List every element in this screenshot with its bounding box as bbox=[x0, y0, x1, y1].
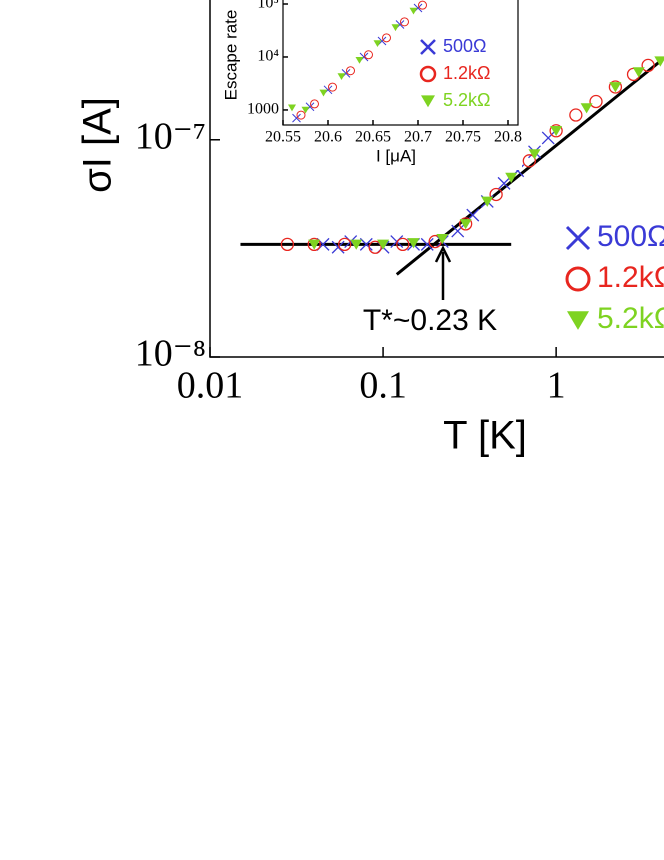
legend-label: 5.2kΩ bbox=[443, 90, 490, 110]
marker-circle bbox=[489, 187, 503, 202]
marker-x bbox=[497, 176, 511, 190]
x-tick-label: 20.75 bbox=[445, 129, 481, 146]
x-tick-label: 20.6 bbox=[314, 129, 342, 146]
legend-label: 500Ω bbox=[443, 36, 487, 56]
marker-triangle bbox=[350, 239, 363, 250]
y-tick-label: 10⁻⁸ bbox=[135, 333, 206, 375]
marker-triangle bbox=[319, 89, 328, 97]
marker-triangle bbox=[505, 172, 518, 183]
marker-circle bbox=[549, 124, 563, 138]
marker-x bbox=[292, 113, 301, 123]
x-tick-label: 1 bbox=[547, 365, 566, 407]
marker-circle bbox=[296, 110, 306, 120]
marker-x bbox=[420, 237, 434, 251]
x-axis-label: T [K] bbox=[443, 414, 527, 458]
x-tick-label: 0.1 bbox=[359, 365, 407, 407]
marker-x bbox=[420, 39, 436, 55]
marker-circle bbox=[310, 99, 319, 109]
marker-circle bbox=[382, 33, 391, 43]
marker-circle bbox=[608, 80, 623, 94]
inset-background bbox=[220, 0, 522, 170]
marker-triangle bbox=[288, 104, 296, 112]
marker-triangle bbox=[377, 239, 390, 250]
marker-triangle bbox=[301, 106, 310, 114]
marker-triangle bbox=[481, 196, 494, 207]
marker-triangle bbox=[308, 239, 321, 250]
legend-label: 500Ω bbox=[597, 220, 664, 253]
y-tick-label: 10⁴ bbox=[257, 48, 279, 65]
marker-triangle bbox=[550, 125, 563, 137]
marker-circle bbox=[565, 266, 591, 292]
marker-triangle bbox=[609, 82, 622, 93]
marker-x bbox=[451, 224, 465, 238]
marker-triangle bbox=[407, 238, 420, 249]
marker-triangle bbox=[528, 149, 541, 160]
annotation-arrowhead bbox=[434, 245, 452, 263]
y-axis-label: σI [A] bbox=[76, 97, 120, 193]
marker-triangle bbox=[409, 7, 418, 15]
x-tick-label: 0.01 bbox=[177, 365, 244, 407]
marker-circle bbox=[364, 50, 373, 60]
marker-triangle bbox=[355, 56, 364, 64]
main-frame bbox=[209, 0, 664, 358]
annotation: T*~0.23 K bbox=[363, 304, 497, 337]
marker-triangle bbox=[337, 73, 346, 80]
marker-circle bbox=[400, 17, 409, 27]
legend-label: 1.2kΩ bbox=[597, 261, 664, 294]
x-tick-label: 20.7 bbox=[404, 129, 432, 146]
marker-triangle bbox=[459, 219, 472, 230]
marker-x bbox=[541, 131, 555, 145]
marker-triangle bbox=[580, 103, 593, 114]
y-tick-label: 10⁵ bbox=[257, 0, 279, 12]
marker-x bbox=[331, 240, 345, 254]
marker-x bbox=[565, 225, 591, 251]
marker-triangle bbox=[654, 56, 664, 67]
marker-circle bbox=[418, 0, 427, 10]
legend-label: 5.2kΩ bbox=[597, 302, 664, 335]
marker-circle bbox=[328, 82, 337, 92]
marker-triangle bbox=[391, 24, 400, 32]
marker-circle bbox=[346, 66, 355, 76]
marker-circle bbox=[280, 237, 295, 252]
marker-circle bbox=[522, 154, 536, 168]
y-tick-label: 1000 bbox=[247, 101, 279, 118]
marker-circle bbox=[419, 65, 437, 83]
marker-triangle bbox=[632, 67, 645, 78]
marker-circle bbox=[589, 94, 603, 109]
inset-frame bbox=[282, 0, 519, 126]
marker-circle bbox=[641, 58, 655, 73]
marker-circle bbox=[307, 237, 321, 252]
x-tick-label: 20.65 bbox=[355, 129, 391, 146]
marker-triangle bbox=[436, 234, 449, 245]
x-tick-label: 20.8 bbox=[494, 129, 522, 146]
y-tick-label: 10⁻⁷ bbox=[135, 115, 206, 157]
marker-circle bbox=[368, 240, 382, 254]
marker-triangle bbox=[421, 95, 435, 108]
marker-x bbox=[359, 237, 373, 251]
marker-circle bbox=[338, 237, 352, 252]
marker-circle bbox=[569, 108, 583, 122]
marker-circle bbox=[458, 217, 473, 231]
x-tick-label: 20.55 bbox=[265, 129, 301, 146]
legend-label: 1.2kΩ bbox=[443, 63, 490, 83]
marker-triangle bbox=[567, 311, 589, 330]
marker-circle bbox=[396, 237, 410, 252]
y-axis-label: Escape rate bbox=[221, 10, 240, 101]
marker-triangle bbox=[373, 40, 382, 48]
x-axis-label: I [μA] bbox=[376, 146, 416, 165]
